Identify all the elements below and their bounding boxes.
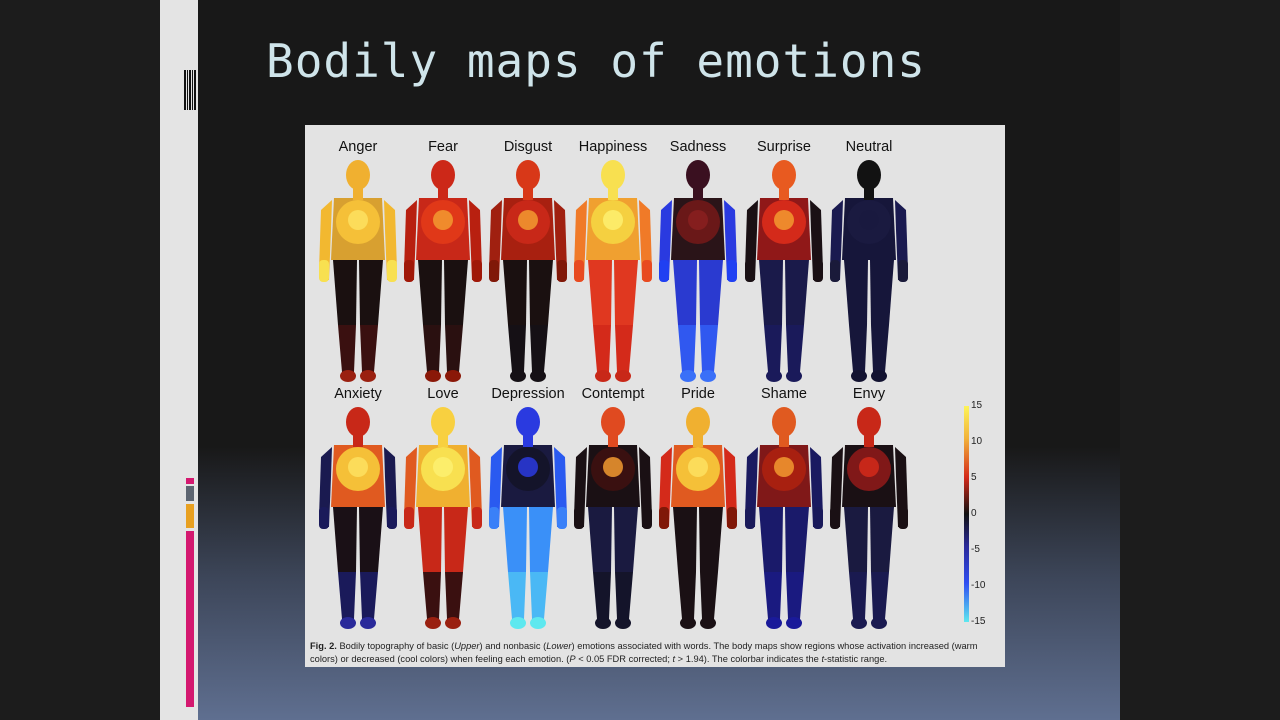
caption-text: ) emotions associated with words. The bo… bbox=[310, 641, 978, 664]
caption-italic: Lower bbox=[546, 641, 572, 651]
body-map-love bbox=[404, 407, 482, 629]
caption-italic: P bbox=[569, 653, 576, 664]
body-map-disgust bbox=[489, 160, 567, 382]
body-map-sadness bbox=[659, 160, 737, 382]
emotion-label-contempt: Contempt bbox=[581, 386, 645, 402]
colorbar-tick-label: 5 bbox=[971, 472, 977, 483]
body-map-happiness bbox=[574, 160, 652, 382]
body-map-shame bbox=[745, 407, 823, 629]
colorbar-tick-label: 0 bbox=[971, 508, 977, 519]
emotion-label-envy: Envy bbox=[852, 386, 886, 402]
caption-italic: t bbox=[672, 653, 676, 664]
colorbar-tick-label: -5 bbox=[971, 544, 980, 555]
body-map-depression bbox=[489, 407, 567, 629]
caption-text: -statistic range. bbox=[824, 653, 888, 664]
body-map-envy bbox=[830, 407, 908, 629]
emotion-label-love: Love bbox=[427, 386, 459, 402]
caption-fig-label: Fig. 2. bbox=[310, 641, 337, 651]
accent-bar-gray bbox=[186, 486, 194, 501]
body-map-anger bbox=[319, 160, 397, 382]
colorbar-tick-label: -10 bbox=[971, 580, 986, 591]
emotion-label-sadness: Sadness bbox=[669, 139, 727, 155]
colorbar-tick-label: 15 bbox=[971, 400, 983, 411]
emotion-label-neutral: Neutral bbox=[845, 139, 893, 155]
colorbar-tick-label: -15 bbox=[971, 616, 986, 627]
caption-text: Bodily topography of basic ( bbox=[336, 641, 455, 651]
body-map-pride bbox=[659, 407, 737, 629]
slide-title: Bodily maps of emotions bbox=[266, 34, 926, 88]
caption-text: ) and nonbasic ( bbox=[479, 641, 547, 651]
body-map-contempt bbox=[574, 407, 652, 629]
emotion-label-shame: Shame bbox=[761, 386, 807, 402]
caption-text: < 0.05 FDR corrected; bbox=[575, 653, 673, 664]
emotion-label-anxiety: Anxiety bbox=[334, 386, 382, 402]
emotion-label-fear: Fear bbox=[428, 139, 458, 155]
emotion-label-disgust: Disgust bbox=[503, 139, 553, 155]
caption-italic: Upper bbox=[454, 641, 480, 651]
emotion-label-pride: Pride bbox=[681, 386, 715, 402]
caption-text: > 1.94). The colorbar indicates the bbox=[675, 653, 822, 664]
accent-bar-magenta bbox=[186, 478, 194, 484]
accent-bar-orange bbox=[186, 504, 194, 528]
colorbar bbox=[964, 406, 969, 622]
emotion-label-anger: Anger bbox=[338, 139, 378, 155]
barcode-icon bbox=[184, 70, 196, 110]
accent-bar-magenta-long bbox=[186, 531, 194, 707]
body-map-surprise bbox=[745, 160, 823, 382]
figure-caption: Fig. 2. Bodily topography of basic (Uppe… bbox=[310, 640, 1005, 665]
emotion-label-surprise: Surprise bbox=[757, 139, 811, 155]
body-map-anxiety bbox=[319, 407, 397, 629]
body-map-neutral bbox=[830, 160, 908, 382]
emotion-label-depression: Depression bbox=[491, 386, 565, 402]
emotion-label-happiness: Happiness bbox=[578, 139, 648, 155]
colorbar-tick-label: 10 bbox=[971, 436, 983, 447]
caption-italic: t bbox=[821, 653, 825, 664]
body-map-fear bbox=[404, 160, 482, 382]
